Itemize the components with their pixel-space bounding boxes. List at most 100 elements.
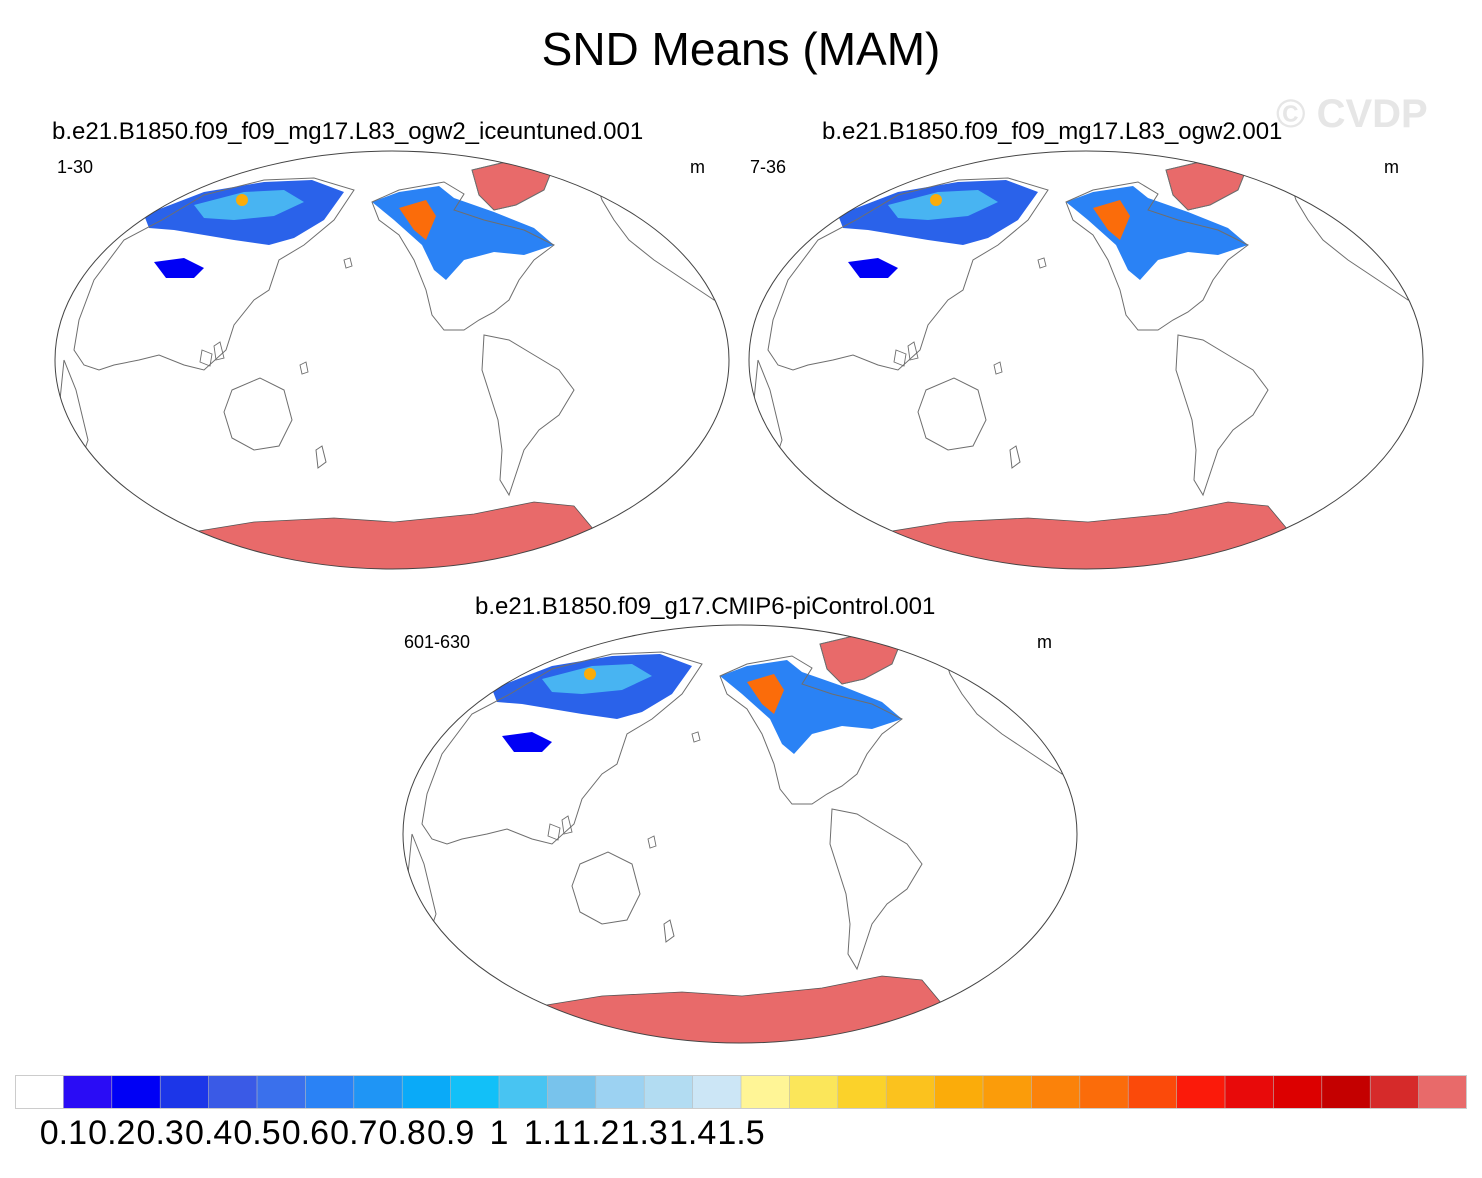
snow-scandinavia xyxy=(614,178,654,212)
panel-3-title: b.e21.B1850.f09_g17.CMIP6-piControl.001 xyxy=(475,593,936,620)
colorbar-tick-label: 1.2 xyxy=(572,1114,620,1152)
colorbar-tick-label: 0.9 xyxy=(426,1114,475,1152)
map-content xyxy=(59,159,720,569)
island-coastline xyxy=(561,815,573,835)
colorbar-swatch xyxy=(1321,1075,1371,1109)
island-coastline xyxy=(343,257,353,269)
colorbar-swatch xyxy=(1176,1075,1226,1109)
colorbar-swatch xyxy=(208,1075,258,1109)
snow-tibet xyxy=(154,258,204,278)
colorbar-tick-label: 0.6 xyxy=(281,1114,330,1152)
snow-max-eurasia xyxy=(236,194,248,206)
colorbar-swatch xyxy=(983,1075,1032,1109)
colorbar-tick-label: 0.2 xyxy=(88,1114,136,1152)
colorbar-swatch xyxy=(1128,1075,1178,1109)
coastline xyxy=(371,181,555,331)
coastline xyxy=(941,648,1068,775)
snow-max-eurasia xyxy=(584,668,596,680)
map-border xyxy=(402,624,1078,1044)
colorbar-swatch xyxy=(1418,1075,1467,1109)
coastline xyxy=(59,359,89,472)
snow-eurasia-core xyxy=(542,664,652,694)
coastline xyxy=(571,851,641,925)
colorbar-swatch xyxy=(1079,1075,1129,1109)
colorbar-swatch xyxy=(257,1075,306,1109)
colorbar-swatch xyxy=(402,1075,452,1109)
colorbar-tick-label: 1.3 xyxy=(620,1114,668,1152)
colorbar-swatch xyxy=(692,1075,742,1109)
panel-1-years: 1-30 xyxy=(57,157,94,177)
snow-scandinavia xyxy=(1308,178,1348,212)
island-coastline xyxy=(893,349,907,367)
island-coastline xyxy=(547,823,561,841)
snow-north-america xyxy=(372,186,554,280)
colorbar-swatch xyxy=(886,1075,936,1109)
colorbar-swatch xyxy=(837,1075,887,1109)
colorbar-tick-label: 0.5 xyxy=(233,1114,281,1152)
colorbar-swatch xyxy=(63,1075,113,1109)
panel-2-years: 7-36 xyxy=(750,157,787,177)
island-coastline xyxy=(993,361,1003,375)
coastline xyxy=(1009,445,1021,469)
panel-3-years: 601-630 xyxy=(404,632,471,652)
island-coastline xyxy=(213,341,225,361)
island-coastline xyxy=(1037,257,1047,269)
panel-1-units: m xyxy=(690,157,705,177)
colorbar-swatch xyxy=(1031,1075,1081,1109)
map-border xyxy=(748,150,1424,570)
antarctica-fill xyxy=(511,975,963,1043)
coastline xyxy=(315,445,327,469)
colorbar-swatch xyxy=(1370,1075,1420,1109)
colorbar-swatch xyxy=(450,1075,500,1109)
map-border xyxy=(54,150,730,570)
snow-max-alaska xyxy=(399,200,436,240)
colorbar-tick-label: 1 xyxy=(489,1114,509,1152)
colorbar xyxy=(15,1075,1467,1109)
colorbar-tick-label: 0.8 xyxy=(378,1114,426,1152)
island-coastline xyxy=(199,349,213,367)
panel-2-map xyxy=(748,150,1424,570)
snow-tibet xyxy=(848,258,898,278)
island-coastline xyxy=(647,835,657,849)
coastline xyxy=(829,808,923,971)
panel-2-units: m xyxy=(1384,157,1399,177)
snow-max-eurasia xyxy=(930,194,942,206)
colorbar-swatch xyxy=(160,1075,210,1109)
island-coastline xyxy=(691,731,701,743)
coastline xyxy=(767,177,1049,371)
colorbar-swatch xyxy=(305,1075,355,1109)
coastline xyxy=(593,174,720,301)
snow-scandinavia xyxy=(962,652,1002,686)
panel-3-map xyxy=(402,624,1078,1044)
coastline xyxy=(481,334,575,497)
coastline xyxy=(719,655,903,805)
colorbar-tick-label: 1.1 xyxy=(523,1114,572,1152)
colorbar-tick-label: 0.4 xyxy=(184,1114,233,1152)
colorbar-swatch xyxy=(789,1075,839,1109)
map-content xyxy=(407,633,1068,1043)
colorbar-swatch xyxy=(1273,1075,1323,1109)
colorbar-swatch xyxy=(499,1075,548,1109)
antarctica-fill xyxy=(857,501,1309,569)
figure-title: SND Means (MAM) xyxy=(541,23,941,75)
snow-north-america xyxy=(720,660,902,754)
colorbar-swatch xyxy=(111,1075,161,1109)
colorbar-swatch xyxy=(595,1075,645,1109)
colorbar-swatch xyxy=(353,1075,403,1109)
colorbar-tick-label: 0.3 xyxy=(136,1114,184,1152)
snow-eurasia-core xyxy=(194,190,304,220)
panel-1-map xyxy=(54,150,730,570)
coastline xyxy=(407,833,437,946)
colorbar-tick-label: 0.7 xyxy=(330,1114,378,1152)
coastline xyxy=(1287,174,1414,301)
colorbar-frame xyxy=(15,1075,1467,1109)
colorbar-swatch xyxy=(1225,1075,1274,1109)
coastline xyxy=(1065,181,1249,331)
snow-tibet xyxy=(502,732,552,752)
colorbar-swatch xyxy=(15,1075,64,1109)
colorbar-swatch xyxy=(644,1075,694,1109)
coastline xyxy=(663,919,675,943)
snow-max-alaska xyxy=(747,674,784,714)
cvdp-watermark: © CVDP xyxy=(1276,92,1428,136)
island-coastline xyxy=(907,341,919,361)
